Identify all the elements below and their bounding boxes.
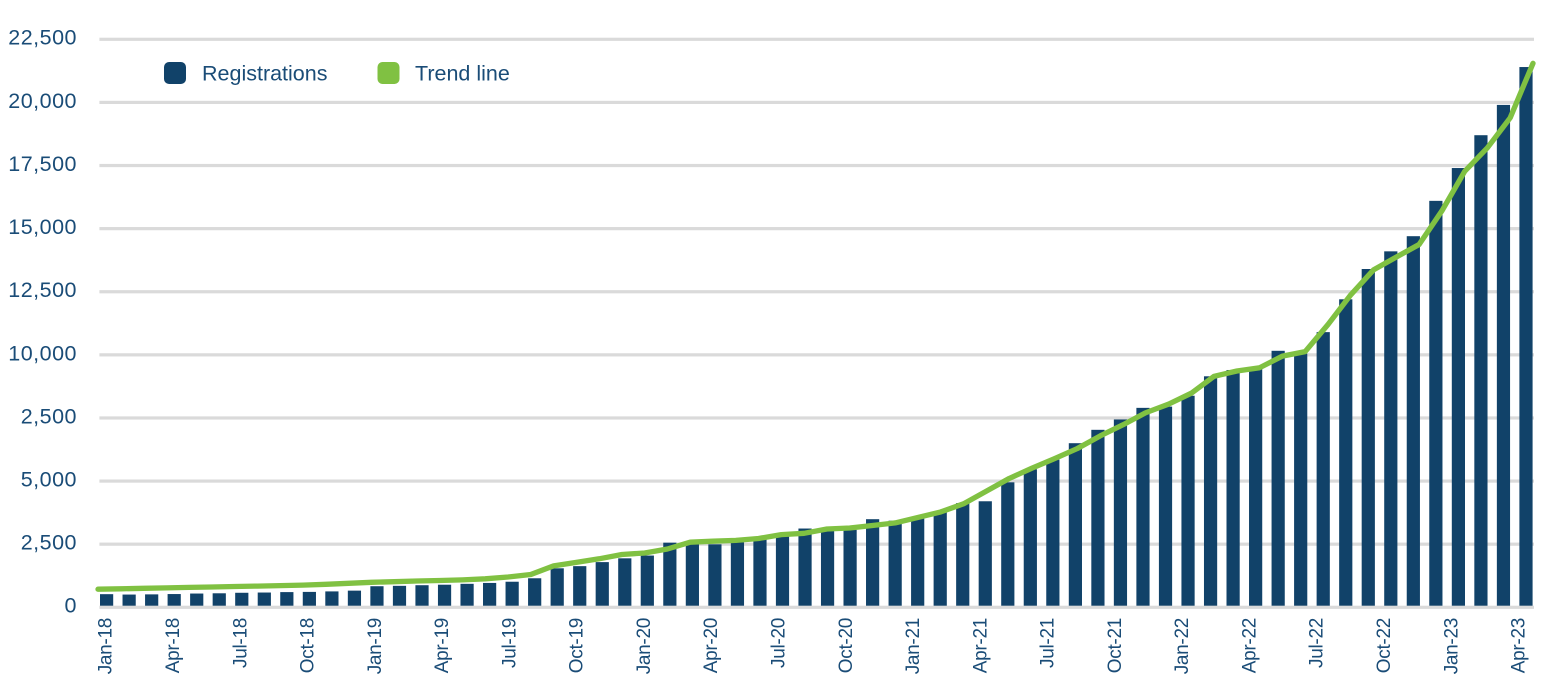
svg-text:Oct-18: Oct-18 [298, 618, 319, 673]
svg-text:Jan-18: Jan-18 [96, 618, 117, 674]
svg-text:Apr-18: Apr-18 [163, 618, 184, 673]
svg-text:2,500: 2,500 [21, 404, 77, 428]
svg-text:Apr-21: Apr-21 [970, 618, 991, 673]
svg-text:20,000: 20,000 [8, 89, 77, 113]
svg-text:Oct-19: Oct-19 [567, 618, 588, 673]
svg-text:0: 0 [65, 594, 77, 618]
svg-text:Jul-18: Jul-18 [230, 618, 251, 668]
svg-text:12,500: 12,500 [8, 278, 77, 302]
svg-text:Jul-22: Jul-22 [1307, 618, 1328, 668]
svg-text:Jan-21: Jan-21 [903, 618, 924, 674]
svg-text:Apr-20: Apr-20 [701, 618, 722, 673]
svg-text:17,500: 17,500 [8, 152, 77, 176]
svg-text:Apr-19: Apr-19 [432, 618, 453, 673]
svg-text:Jan-19: Jan-19 [365, 618, 386, 674]
svg-text:Apr-22: Apr-22 [1239, 618, 1260, 673]
svg-text:Oct-21: Oct-21 [1105, 618, 1126, 673]
svg-text:Apr-23: Apr-23 [1509, 618, 1530, 673]
svg-text:Trend line: Trend line [415, 62, 510, 86]
svg-text:Oct-22: Oct-22 [1374, 618, 1395, 673]
svg-text:2,500: 2,500 [21, 531, 77, 555]
svg-text:Oct-20: Oct-20 [836, 618, 857, 673]
svg-text:10,000: 10,000 [8, 341, 77, 365]
svg-text:22,500: 22,500 [8, 26, 77, 50]
svg-text:15,000: 15,000 [8, 215, 77, 239]
svg-text:Registrations: Registrations [202, 62, 327, 86]
svg-text:Jul-20: Jul-20 [769, 618, 790, 668]
svg-text:Jul-19: Jul-19 [499, 618, 520, 668]
svg-text:Jan-23: Jan-23 [1441, 618, 1462, 674]
svg-text:5,000: 5,000 [21, 467, 77, 491]
svg-text:Jan-20: Jan-20 [634, 618, 655, 674]
svg-text:Jul-21: Jul-21 [1038, 618, 1059, 668]
svg-text:Jan-22: Jan-22 [1172, 618, 1193, 674]
